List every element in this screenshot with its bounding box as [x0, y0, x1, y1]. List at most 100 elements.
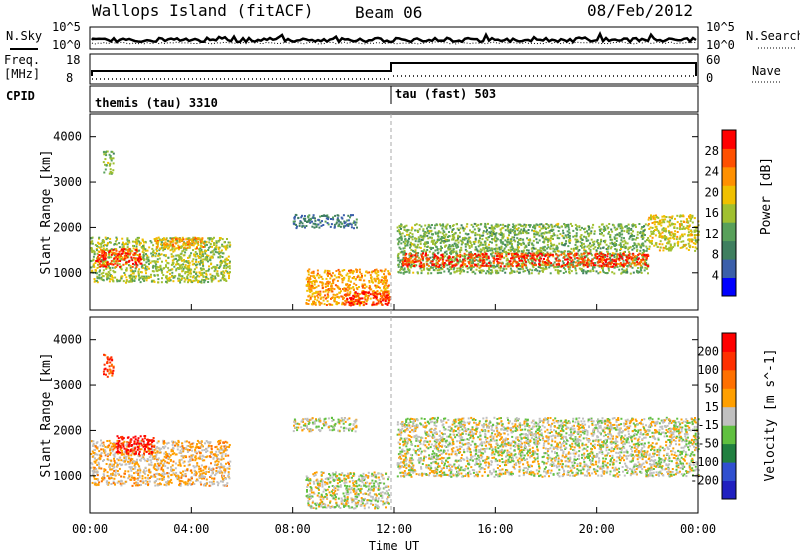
data-cell [226, 259, 229, 262]
data-cell [632, 224, 635, 227]
data-cell [494, 240, 497, 243]
data-cell [518, 238, 520, 241]
data-cell [201, 258, 204, 261]
data-cell [485, 237, 488, 240]
data-cell [456, 254, 459, 257]
data-cell [104, 257, 107, 260]
data-cell [158, 252, 161, 255]
data-cell [311, 293, 314, 296]
data-cell [602, 258, 605, 261]
data-cell [513, 233, 516, 236]
data-cell [562, 244, 565, 247]
data-cell [169, 272, 171, 275]
data-cell [383, 277, 386, 280]
data-cell [574, 223, 577, 226]
data-cell [643, 250, 646, 252]
data-cell [419, 265, 422, 268]
data-cell [467, 257, 470, 260]
data-cell [424, 241, 427, 244]
data-cell [320, 296, 323, 299]
data-cell [317, 284, 320, 287]
data-cell [602, 246, 605, 249]
data-cell [640, 234, 643, 237]
data-cell [195, 264, 197, 267]
data-cell [619, 244, 622, 246]
data-cell [202, 246, 205, 248]
data-cell [619, 249, 622, 252]
data-cell [620, 224, 623, 227]
data-cell [451, 260, 454, 263]
data-cell [378, 279, 381, 282]
data-cell [410, 261, 413, 264]
data-cell [620, 239, 623, 242]
data-cell [465, 250, 468, 253]
data-cell [104, 249, 107, 252]
data-cell [598, 228, 601, 231]
data-cell [553, 248, 556, 251]
data-cell [621, 246, 624, 248]
data-cell [483, 248, 486, 251]
data-cell [383, 286, 386, 288]
data-cell [674, 217, 676, 220]
data-cell [160, 243, 162, 246]
data-cell [331, 303, 334, 306]
data-cell [479, 254, 482, 257]
noise-strip: N.Sky 10^5 10^0 10^5 10^0 N.Search [6, 20, 800, 52]
data-cell [205, 272, 208, 275]
data-cell [110, 256, 113, 259]
data-cell [197, 255, 200, 257]
data-cell [680, 220, 683, 223]
data-cell [497, 271, 500, 274]
data-cell [346, 223, 348, 226]
data-cell [486, 232, 489, 235]
data-cell [439, 248, 442, 251]
data-cell [226, 244, 229, 247]
data-cell [456, 239, 459, 242]
data-cell [480, 271, 483, 274]
data-cell [319, 281, 322, 284]
data-cell [219, 261, 222, 264]
data-cell [480, 234, 483, 237]
noise-search-line [91, 41, 697, 45]
data-cell [384, 284, 387, 287]
data-cell [654, 234, 657, 237]
data-cell [184, 264, 187, 267]
data-cell [646, 239, 648, 241]
data-cell [528, 225, 531, 228]
data-cell [520, 255, 522, 258]
data-cell [201, 253, 204, 256]
data-cell [414, 254, 417, 257]
data-cell [556, 225, 559, 228]
data-cell [310, 290, 313, 293]
data-cell [516, 270, 519, 273]
data-cell [643, 269, 646, 272]
data-cell [496, 262, 499, 265]
data-cell [397, 263, 400, 266]
data-cell [109, 251, 112, 254]
data-cell [175, 263, 177, 266]
data-cell [195, 271, 198, 274]
data-cell [587, 239, 590, 242]
data-cell [583, 248, 586, 251]
data-cell [304, 217, 307, 220]
data-cell [315, 290, 318, 293]
data-cell [517, 264, 520, 267]
data-cell [574, 267, 577, 270]
data-cell [563, 264, 566, 266]
data-cell [460, 246, 463, 249]
data-cell [587, 235, 590, 238]
data-cell [567, 261, 569, 264]
data-cell [333, 288, 336, 291]
data-cell [537, 254, 540, 257]
data-cell [619, 233, 622, 236]
data-cell [591, 254, 594, 257]
freq-tick-high: 18 [66, 53, 80, 67]
data-cell [589, 269, 592, 272]
data-cell [617, 223, 620, 226]
data-cell [522, 229, 525, 232]
data-cell [125, 276, 128, 279]
data-cell [166, 277, 169, 280]
data-cell [649, 226, 652, 229]
data-cell [188, 272, 191, 275]
data-cell [612, 242, 615, 245]
